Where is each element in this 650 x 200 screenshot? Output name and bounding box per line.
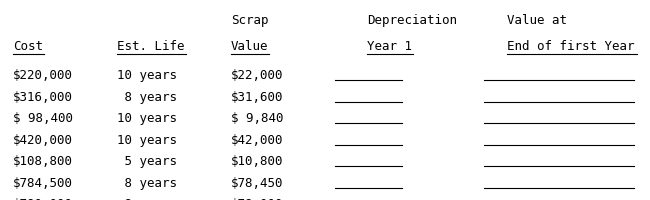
Text: Est. Life: Est. Life: [117, 40, 185, 53]
Text: 10 years: 10 years: [117, 112, 177, 125]
Text: $220,000: $220,000: [13, 69, 73, 82]
Text: $420,000: $420,000: [13, 133, 73, 146]
Text: $42,000: $42,000: [231, 133, 283, 146]
Text: Scrap: Scrap: [231, 14, 268, 27]
Text: 10 years: 10 years: [117, 133, 177, 146]
Text: $ 9,840: $ 9,840: [231, 112, 283, 125]
Text: $10,800: $10,800: [231, 155, 283, 168]
Text: $ 98,400: $ 98,400: [13, 112, 73, 125]
Text: $108,800: $108,800: [13, 155, 73, 168]
Text: $31,600: $31,600: [231, 90, 283, 103]
Text: Depreciation: Depreciation: [367, 14, 457, 27]
Text: $78,000: $78,000: [231, 197, 283, 200]
Text: Value at: Value at: [507, 14, 567, 27]
Text: End of first Year: End of first Year: [507, 40, 634, 53]
Text: Year 1: Year 1: [367, 40, 412, 53]
Text: $780,000: $780,000: [13, 197, 73, 200]
Text: $316,000: $316,000: [13, 90, 73, 103]
Text: $78,450: $78,450: [231, 176, 283, 189]
Text: 8 years: 8 years: [117, 176, 177, 189]
Text: Value: Value: [231, 40, 268, 53]
Text: 5 years: 5 years: [117, 155, 177, 168]
Text: $784,500: $784,500: [13, 176, 73, 189]
Text: 8 years: 8 years: [117, 90, 177, 103]
Text: Cost: Cost: [13, 40, 43, 53]
Text: 10 years: 10 years: [117, 69, 177, 82]
Text: $22,000: $22,000: [231, 69, 283, 82]
Text: 8 years: 8 years: [117, 197, 177, 200]
